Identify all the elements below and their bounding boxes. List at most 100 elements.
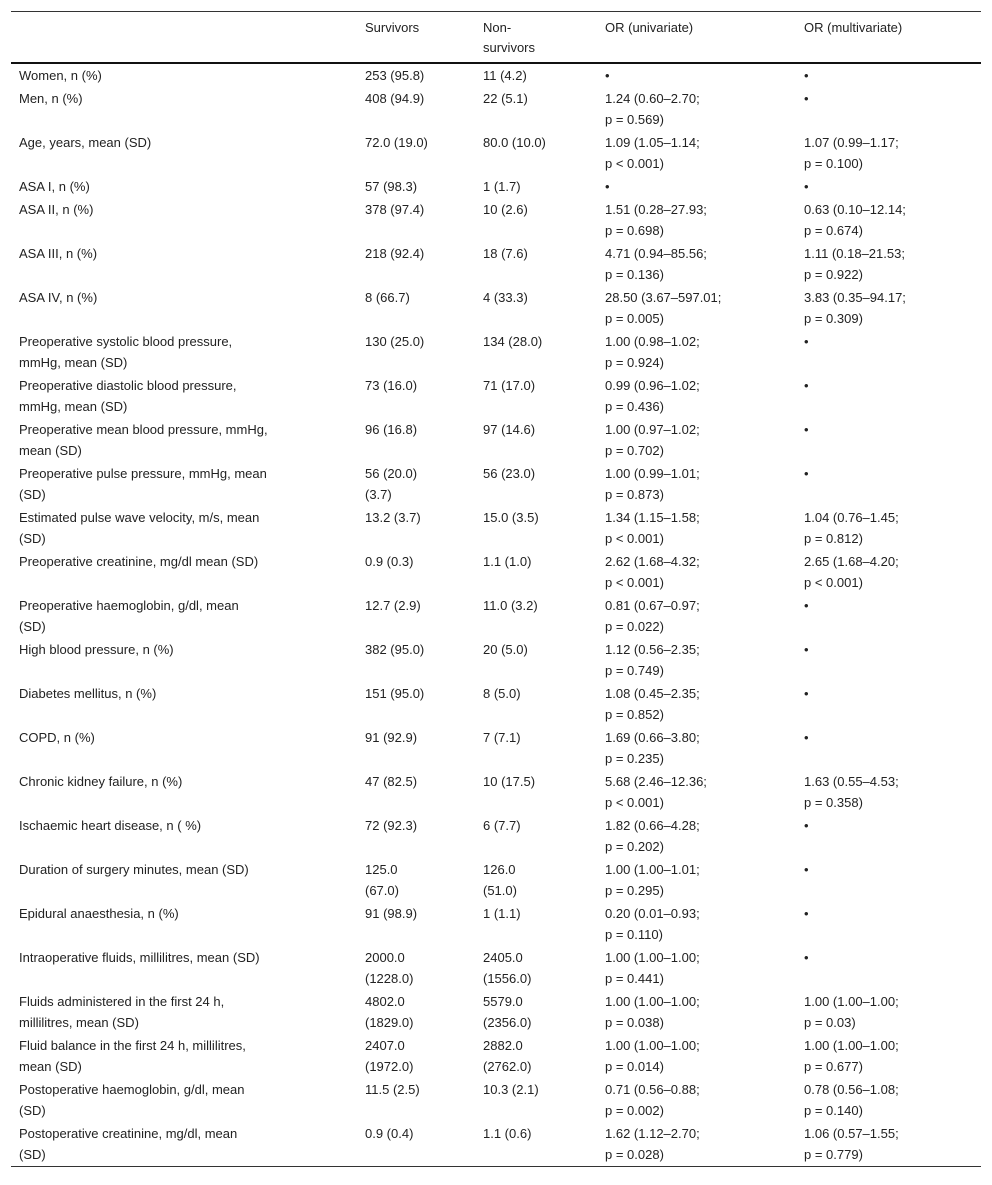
table-row: ASA II, n (%) 378 (97.4) 10 (2.6) 1.51 (0.2…: [11, 198, 981, 242]
cell-or-multivariate: 2.65 (1.68–4.20; p < 0.001): [804, 554, 899, 590]
cell-or-univariate: 1.00 (1.00–1.00; p = 0.014): [605, 1038, 700, 1074]
header-row: Survivors Non- survivors OR (univariate)…: [11, 11, 981, 63]
cell-or-univariate: 1.82 (0.66–4.28; p = 0.202): [605, 818, 700, 854]
cell-or-multivariate: 1.11 (0.18–21.53; p = 0.922): [804, 246, 905, 282]
cell-non-survivors: 6 (7.7): [483, 818, 521, 833]
cell-non-survivors: 15.0 (3.5): [483, 510, 539, 525]
cell-variable: Ischaemic heart disease, n ( %): [19, 818, 202, 833]
cell-non-survivors: 18 (7.6): [483, 246, 528, 261]
cell-or-multivariate: •: [804, 730, 809, 745]
cell-variable: COPD, n (%): [19, 730, 95, 745]
cell-survivors: 125.0 (67.0): [365, 862, 399, 898]
cell-survivors: 130 (25.0): [365, 334, 425, 349]
cell-or-univariate: 4.71 (0.94–85.56; p = 0.136): [605, 246, 707, 282]
cell-or-multivariate: •: [804, 642, 809, 657]
table-row: Men, n (%) 408 (94.9) 22 (5.1) 1.24 (0.60–2…: [11, 87, 981, 131]
cell-variable: Duration of surgery minutes, mean (SD): [19, 862, 249, 877]
cell-non-survivors: 1 (1.1): [483, 906, 521, 921]
cell-or-univariate: 0.81 (0.67–0.97; p = 0.022): [605, 598, 700, 634]
cell-or-multivariate: 1.63 (0.55–4.53; p = 0.358): [804, 774, 899, 810]
table-row: Postoperative creatinine, mg/dl, mean (S…: [11, 1122, 981, 1167]
table-row: Preoperative haemoglobin, g/dl, mean (SD…: [11, 594, 981, 638]
cell-or-univariate: 1.00 (1.00–1.01; p = 0.295): [605, 862, 700, 898]
table-row: Diabetes mellitus, n (%) 151 (95.0) 8 (5.0…: [11, 682, 981, 726]
cell-survivors: 96 (16.8): [365, 422, 418, 437]
table-row: Preoperative diastolic blood pressure, m…: [11, 374, 981, 418]
table-row: ASA IV, n (%) 8 (66.7) 4 (33.3) 28.50 (3.67…: [11, 286, 981, 330]
cell-non-survivors: 10.3 (2.1): [483, 1082, 539, 1097]
cell-variable: Preoperative systolic blood pressure, mm…: [19, 334, 233, 370]
cell-variable: Postoperative creatinine, mg/dl, mean (S…: [19, 1126, 238, 1162]
header-survivors: Survivors: [365, 20, 420, 35]
cell-variable: High blood pressure, n (%): [19, 642, 174, 657]
cell-non-survivors: 1.1 (0.6): [483, 1126, 532, 1141]
cell-survivors: 0.9 (0.4): [365, 1126, 414, 1141]
cell-or-multivariate: •: [804, 91, 809, 106]
cell-non-survivors: 11.0 (3.2): [483, 598, 538, 613]
cell-or-multivariate: •: [804, 598, 809, 613]
cell-or-univariate: 1.51 (0.28–27.93; p = 0.698): [605, 202, 707, 238]
cell-survivors: 378 (97.4): [365, 202, 425, 217]
cell-survivors: 2407.0 (1972.0): [365, 1038, 414, 1074]
cell-or-multivariate: •: [804, 334, 809, 349]
cell-or-univariate: 1.00 (0.97–1.02; p = 0.702): [605, 422, 700, 458]
cell-non-survivors: 134 (28.0): [483, 334, 543, 349]
cell-variable: ASA III, n (%): [19, 246, 98, 261]
results-table: Survivors Non- survivors OR (univariate)…: [11, 11, 981, 1167]
cell-variable: Men, n (%): [19, 91, 83, 106]
cell-survivors: 91 (92.9): [365, 730, 418, 745]
cell-or-univariate: 1.00 (1.00–1.00; p = 0.038): [605, 994, 700, 1030]
cell-non-survivors: 10 (2.6): [483, 202, 528, 217]
cell-or-multivariate: •: [804, 68, 809, 83]
header-or-multivariate: OR (multivariate): [804, 20, 903, 35]
cell-non-survivors: 126.0 (51.0): [483, 862, 517, 898]
table-row: ASA I, n (%) 57 (98.3) 1 (1.7) • •: [11, 175, 981, 198]
cell-or-univariate: 0.20 (0.01–0.93; p = 0.110): [605, 906, 700, 942]
cell-non-survivors: 4 (33.3): [483, 290, 528, 305]
cell-or-multivariate: •: [804, 378, 809, 393]
cell-non-survivors: 97 (14.6): [483, 422, 536, 437]
cell-or-univariate: •: [605, 68, 610, 83]
cell-or-multivariate: 1.00 (1.00–1.00; p = 0.677): [804, 1038, 899, 1074]
cell-or-univariate: 0.71 (0.56–0.88; p = 0.002): [605, 1082, 700, 1118]
table-row: High blood pressure, n (%) 382 (95.0) 20 (…: [11, 638, 981, 682]
cell-non-survivors: 20 (5.0): [483, 642, 528, 657]
cell-survivors: 408 (94.9): [365, 91, 425, 106]
cell-or-univariate: 1.69 (0.66–3.80; p = 0.235): [605, 730, 700, 766]
cell-non-survivors: 22 (5.1): [483, 91, 528, 106]
cell-survivors: 73 (16.0): [365, 378, 418, 393]
cell-variable: ASA I, n (%): [19, 179, 90, 194]
cell-or-univariate: 0.99 (0.96–1.02; p = 0.436): [605, 378, 700, 414]
cell-survivors: 253 (95.8): [365, 68, 425, 83]
cell-or-univariate: 1.24 (0.60–2.70; p = 0.569): [605, 91, 700, 127]
cell-survivors: 56 (20.0) (3.7): [365, 466, 418, 502]
header-non-survivors: Non- survivors: [483, 20, 536, 55]
cell-non-survivors: 80.0 (10.0): [483, 135, 546, 150]
table-row: Chronic kidney failure, n (%) 47 (82.5) 10…: [11, 770, 981, 814]
table-row: Preoperative creatinine, mg/dl mean (SD)…: [11, 550, 981, 594]
cell-non-survivors: 56 (23.0): [483, 466, 536, 481]
cell-non-survivors: 71 (17.0): [483, 378, 536, 393]
cell-survivors: 47 (82.5): [365, 774, 418, 789]
cell-survivors: 8 (66.7): [365, 290, 410, 305]
cell-survivors: 72.0 (19.0): [365, 135, 428, 150]
cell-non-survivors: 2405.0 (1556.0): [483, 950, 532, 986]
cell-or-multivariate: •: [804, 818, 809, 833]
cell-or-univariate: 1.62 (1.12–2.70; p = 0.028): [605, 1126, 700, 1162]
table-row: ASA III, n (%) 218 (92.4) 18 (7.6) 4.71 (0.…: [11, 242, 981, 286]
table-row: Intraoperative fluids, millilitres, mean…: [11, 946, 981, 990]
cell-or-multivariate: 1.07 (0.99–1.17; p = 0.100): [804, 135, 899, 171]
cell-or-univariate: 1.08 (0.45–2.35; p = 0.852): [605, 686, 700, 722]
table-header: Survivors Non- survivors OR (univariate)…: [11, 11, 981, 63]
cell-survivors: 12.7 (2.9): [365, 598, 421, 613]
cell-survivors: 13.2 (3.7): [365, 510, 421, 525]
cell-or-multivariate: 3.83 (0.35–94.17; p = 0.309): [804, 290, 906, 326]
table-row: COPD, n (%) 91 (92.9) 7 (7.1) 1.69 (0.66–3.…: [11, 726, 981, 770]
cell-survivors: 151 (95.0): [365, 686, 425, 701]
cell-variable: Age, years, mean (SD): [19, 135, 152, 150]
cell-survivors: 72 (92.3): [365, 818, 418, 833]
cell-variable: Preoperative mean blood pressure, mmHg, …: [19, 422, 268, 458]
header-or-univariate: OR (univariate): [605, 20, 694, 35]
table-row: Estimated pulse wave velocity, m/s, mean…: [11, 506, 981, 550]
cell-non-survivors: 11 (4.2): [483, 68, 527, 83]
